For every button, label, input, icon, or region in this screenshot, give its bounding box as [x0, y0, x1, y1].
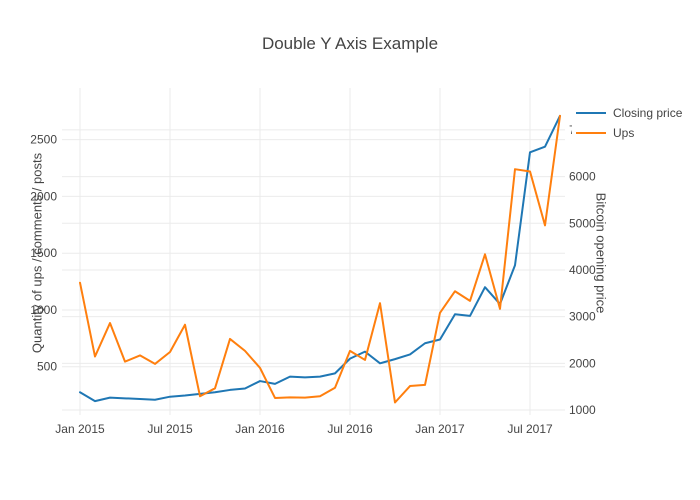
y-right-tick-label: 5000 [569, 216, 596, 230]
y-left-tick-label: 2500 [30, 133, 57, 147]
legend-label-closing-price: Closing price [613, 106, 683, 120]
legend-item-ups[interactable]: Ups [576, 123, 682, 143]
legend-label-ups: Ups [613, 126, 635, 140]
y-left-tick-label: 1500 [30, 246, 57, 260]
left-axis-title: Quantity of ups / comments / posts [29, 152, 45, 354]
x-tick-label: Jan 2015 [55, 422, 105, 436]
x-tick-label: Jan 2016 [235, 422, 285, 436]
legend: Closing price Ups [572, 102, 687, 144]
y-right-tick-label: 2000 [569, 356, 596, 370]
y-left-tick-label: 1000 [30, 303, 57, 317]
ups-line[interactable] [79, 114, 561, 404]
legend-item-closing-price[interactable]: Closing price [576, 103, 682, 123]
y-right-tick-label: 1000 [569, 403, 596, 417]
right-axis-title: Bitcoin opening price [593, 192, 609, 314]
y-right-tick-label: 4000 [569, 263, 596, 277]
y-right-tick-label: 3000 [569, 310, 596, 324]
chart-title: Double Y Axis Example [261, 34, 439, 53]
x-tick-label: Jul 2016 [327, 422, 373, 436]
x-tick-label: Jan 2017 [415, 422, 465, 436]
legend-line-ups-icon [576, 132, 606, 134]
y-left-tick-label: 500 [37, 360, 57, 374]
x-tick-label: Jul 2015 [147, 422, 193, 436]
legend-line-closing-price-icon [576, 112, 606, 114]
closing-price-line[interactable] [79, 114, 561, 403]
y-left-tick-label: 2000 [30, 189, 57, 203]
y-right-tick-label: 6000 [569, 170, 596, 184]
x-tick-label: Jul 2017 [507, 422, 553, 436]
